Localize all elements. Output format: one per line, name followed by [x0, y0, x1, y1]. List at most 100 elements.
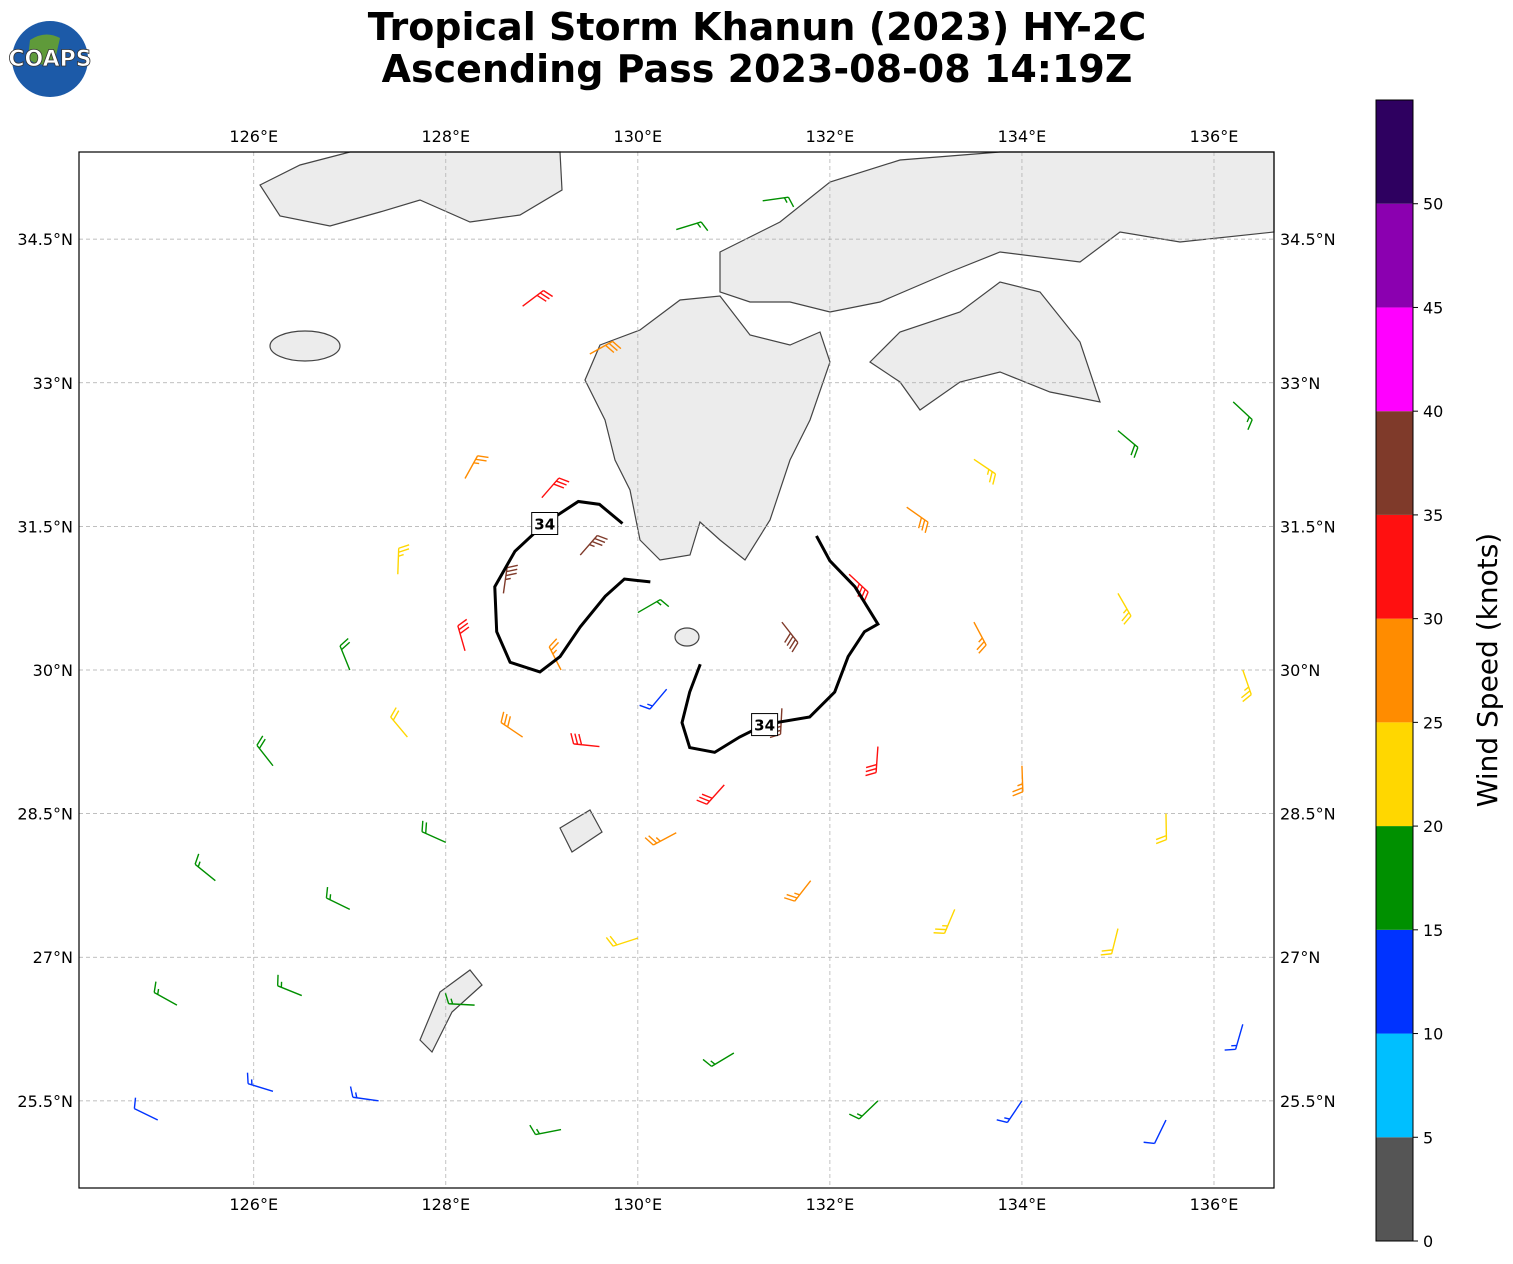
colorbar-frame	[1375, 99, 1414, 1242]
title-line: Tropical Storm Khanun (2023) HY-2C	[368, 5, 1147, 49]
x-tick-label: 132°E	[806, 1195, 855, 1214]
contour-label: 34	[534, 516, 555, 534]
wind-barb	[865, 746, 879, 777]
wind-barb	[339, 637, 351, 671]
y-tick-label: 31.5°N	[1280, 517, 1336, 536]
colorbar-bin	[1376, 929, 1413, 1034]
wind-barb	[644, 832, 677, 846]
colorbar-bin	[1376, 100, 1413, 204]
colorbar-tick-label: 30	[1423, 610, 1443, 629]
x-tick-label: 128°E	[421, 1195, 470, 1214]
wind-barb	[349, 1086, 379, 1102]
wind-barb	[541, 477, 570, 499]
colorbar-tick-label: 40	[1423, 402, 1443, 421]
wind-barb	[1240, 669, 1252, 703]
contour-label: 34	[754, 717, 775, 735]
map: 34 34	[78, 151, 1275, 1189]
wind-barb	[502, 564, 518, 594]
y-tick-label: 30°N	[1280, 661, 1320, 680]
wind-barb	[1143, 1119, 1167, 1145]
y-tick-label: 34.5°N	[17, 230, 73, 249]
logo: COAPS	[8, 21, 92, 97]
colorbar-label: Wind Speed (knots)	[1471, 533, 1504, 807]
wind-barb	[1232, 401, 1253, 431]
x-tick-label: 134°E	[998, 127, 1047, 146]
okinawa	[419, 969, 483, 1054]
amami	[559, 809, 603, 853]
colorbar-tick-label: 5	[1423, 1128, 1433, 1147]
title-line: Ascending Pass 2023-08-08 14:19Z	[382, 47, 1133, 91]
wind-barb	[676, 221, 709, 232]
colorbar-bin	[1376, 203, 1413, 308]
wind-barb	[996, 1100, 1023, 1124]
map-frame	[78, 151, 1275, 1189]
colorbar-tick-label: 15	[1423, 921, 1443, 940]
colorbar-bin	[1376, 1033, 1413, 1138]
wind-barb	[325, 886, 351, 911]
colorbar-tick-label: 20	[1423, 817, 1443, 836]
y-tick-label: 34.5°N	[1280, 230, 1336, 249]
wind-barb	[133, 1097, 159, 1121]
x-tick-label: 128°E	[421, 127, 470, 146]
colorbar-bin	[1376, 1137, 1413, 1241]
wind-barb	[1224, 1024, 1244, 1051]
logo-land	[28, 34, 60, 65]
logo-text: COAPS	[8, 47, 91, 72]
y-tick-label: 33°N	[1280, 374, 1320, 393]
wind-barb	[579, 534, 608, 556]
wind-barb	[276, 974, 303, 997]
wind-barb	[1155, 813, 1168, 845]
wind-barb	[784, 880, 812, 902]
x-tick-label: 136°E	[1190, 1195, 1239, 1214]
wind-barb	[696, 784, 725, 805]
wind-barb	[421, 820, 447, 843]
wind-barb	[849, 1100, 879, 1120]
wind-barb	[153, 981, 178, 1006]
colorbar-bin	[1376, 826, 1413, 930]
colorbar-bin	[1376, 618, 1413, 723]
wind-barb	[1012, 765, 1024, 797]
wind-barb	[906, 506, 929, 533]
y-tick-label: 27°N	[1280, 948, 1320, 967]
y-tick-label: 33°N	[33, 374, 73, 393]
colorbar-tick-label: 25	[1423, 713, 1443, 732]
honshu	[719, 151, 1275, 313]
wind-barb	[973, 621, 987, 654]
wind-barb	[1117, 430, 1139, 458]
wind-barb	[570, 733, 600, 748]
colorbar-tick-label: 35	[1423, 506, 1443, 525]
wind-barb	[605, 935, 639, 947]
colorbar-bin	[1376, 307, 1413, 412]
x-tick-label: 130°E	[614, 1195, 663, 1214]
wind-barb	[529, 1124, 562, 1136]
y-tick-label: 31.5°N	[17, 517, 73, 536]
contour-label-box	[531, 512, 559, 536]
wind-barb	[637, 598, 670, 614]
colorbar-tick-label: 50	[1423, 195, 1443, 214]
wind-barb	[522, 289, 554, 307]
contours: 34 34	[493, 499, 880, 754]
wind-barb	[444, 993, 475, 1006]
colorbar-tick-label: 10	[1423, 1025, 1443, 1044]
wind-barb	[397, 544, 410, 575]
y-tick-label: 28.5°N	[1280, 805, 1336, 824]
wind-barb	[639, 688, 668, 710]
x-tick-label: 134°E	[998, 1195, 1047, 1214]
colorbar-bin	[1376, 514, 1413, 619]
wind-barb	[548, 638, 562, 671]
x-tick-label: 136°E	[1190, 127, 1239, 146]
x-tick-label: 126°E	[229, 127, 278, 146]
wind-barb	[702, 1052, 735, 1067]
wind-contour	[680, 535, 880, 754]
y-tick-label: 30°N	[33, 661, 73, 680]
wind-barbs	[133, 196, 1253, 1145]
wind-barb	[500, 711, 524, 738]
jeju	[269, 330, 341, 362]
wind-barb	[1117, 593, 1132, 625]
colorbar: 0 5 10 15 20 25 30 35 40 45 50	[1375, 99, 1443, 1251]
y-tick-label: 25.5°N	[17, 1092, 73, 1111]
wind-barb	[1100, 928, 1119, 956]
y-tick-label: 28.5°N	[17, 805, 73, 824]
wind-barb	[457, 618, 470, 652]
